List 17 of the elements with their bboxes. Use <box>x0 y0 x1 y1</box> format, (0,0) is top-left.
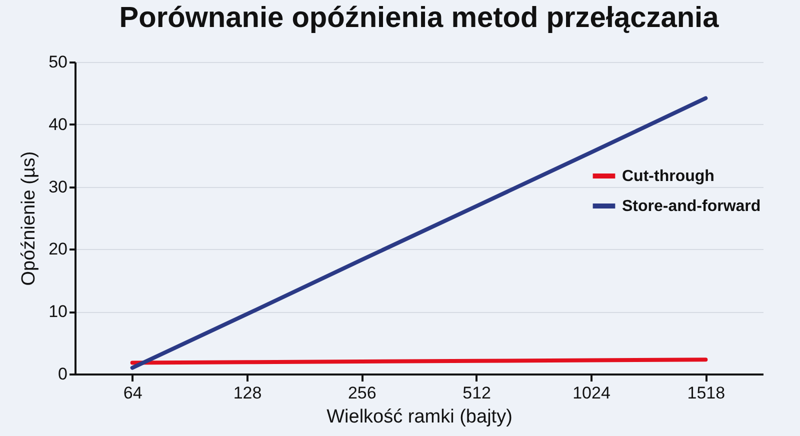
y-axis-title: Opóźnienie (µs) <box>18 151 40 286</box>
y-tick-label: 50 <box>48 52 68 72</box>
x-tick-label: 512 <box>462 384 492 402</box>
x-tick-label: 256 <box>348 384 376 402</box>
y-tick-label: 40 <box>48 114 68 134</box>
chart-title: Porównanie opóźnienia metod przełączania <box>119 2 720 34</box>
x-tick-label: 1518 <box>687 384 726 402</box>
y-tick-label: 10 <box>48 302 68 322</box>
x-tick-label: 128 <box>233 384 262 402</box>
legend-label: Store-and-forward <box>622 198 761 215</box>
x-tick-label: 64 <box>123 384 142 402</box>
y-tick-label: 30 <box>48 177 68 196</box>
y-tick-label: 0 <box>58 364 68 384</box>
legend-label: Cut-through <box>622 168 714 185</box>
x-tick-label: 1024 <box>572 384 610 402</box>
x-axis-title: Wielkość ramki (bajty) <box>326 406 512 428</box>
y-tick-label: 20 <box>48 240 68 259</box>
